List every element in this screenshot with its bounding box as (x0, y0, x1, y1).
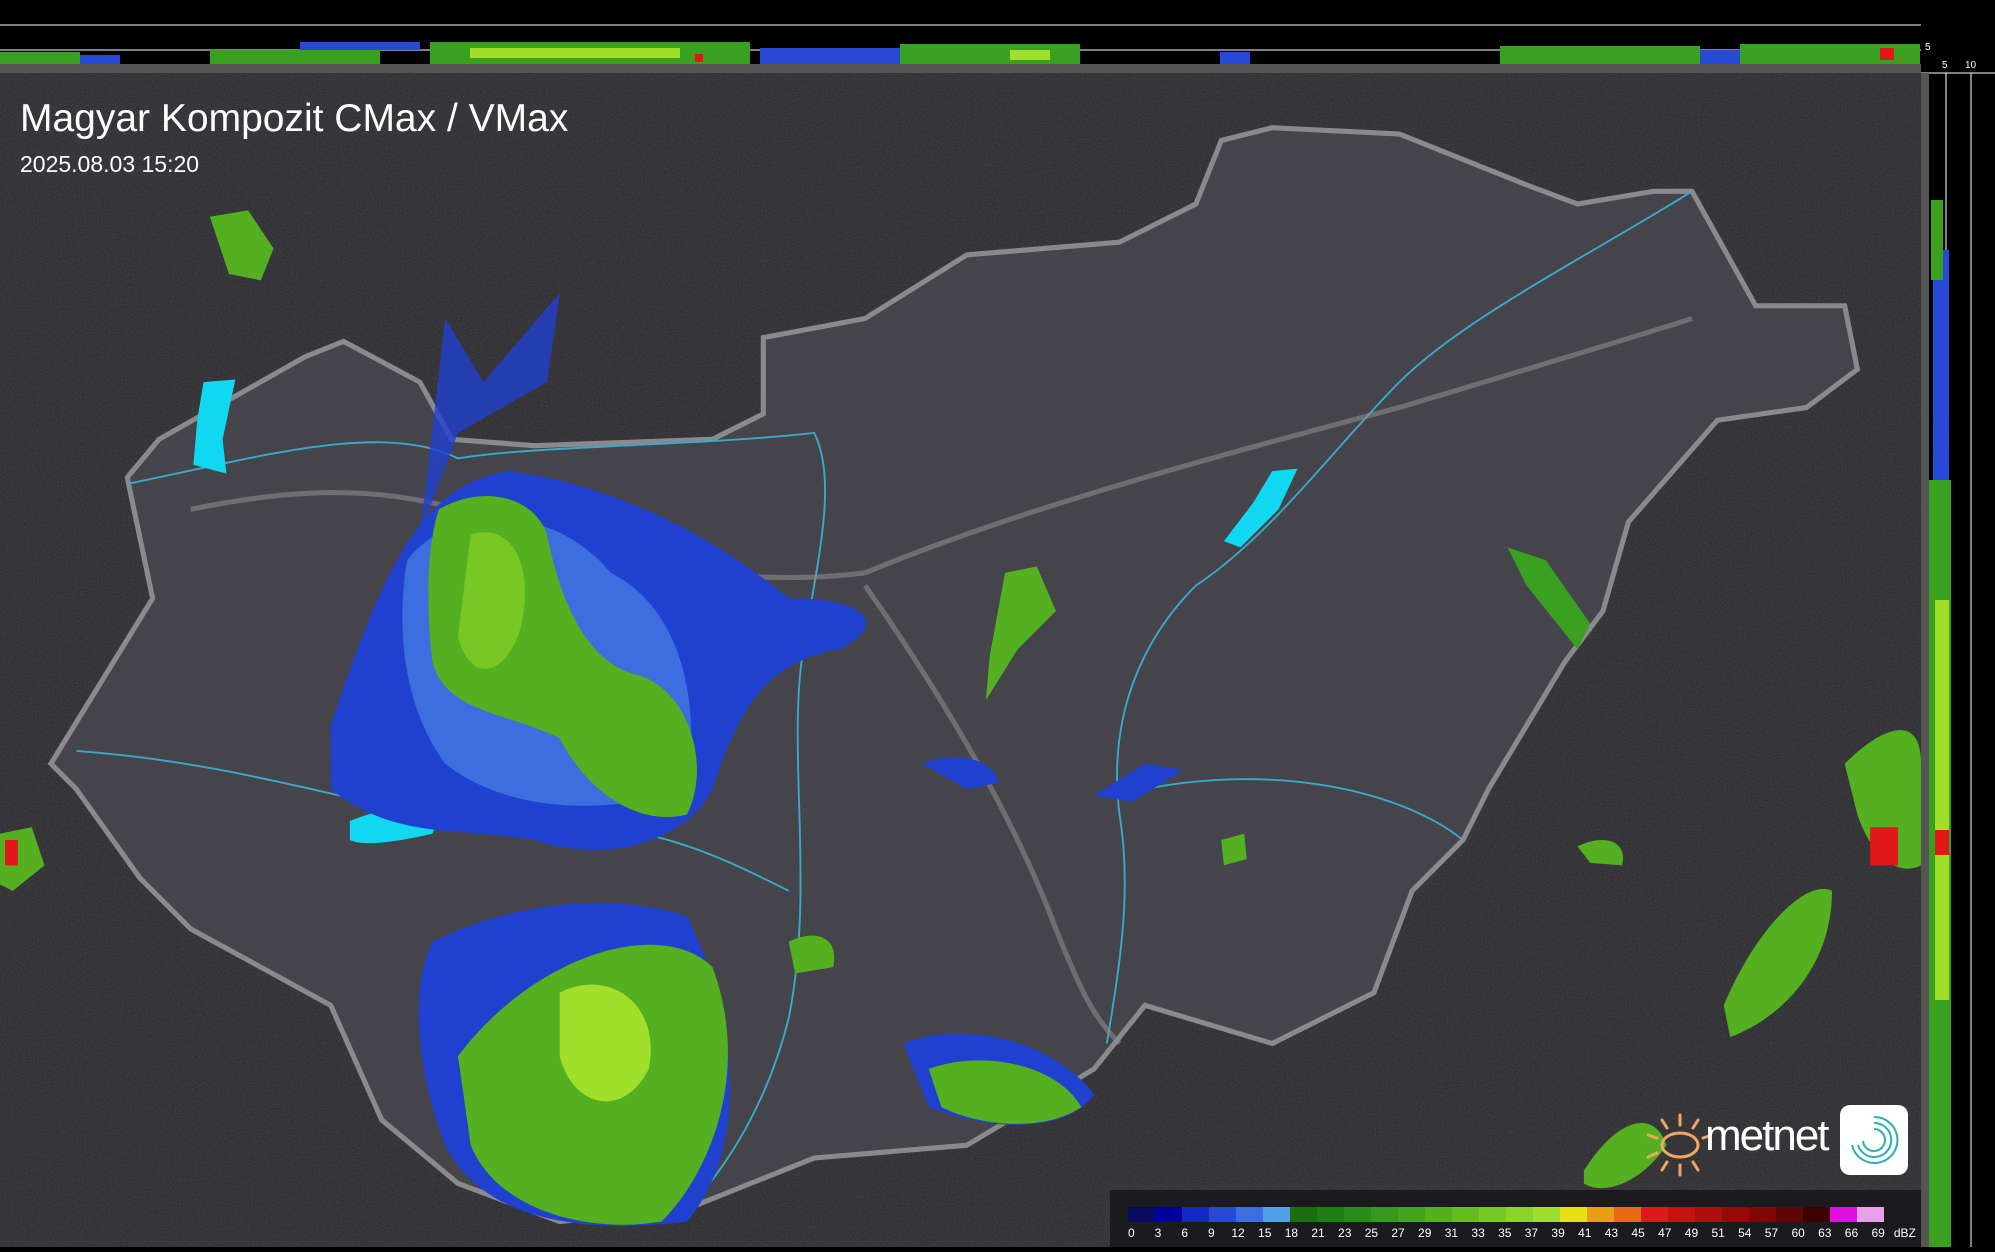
sun-icon (1646, 1113, 1714, 1177)
legend-label: 54 (1738, 1226, 1752, 1240)
legend-label: 37 (1524, 1226, 1539, 1240)
radar-echoes (0, 210, 1921, 1226)
legend-label: 41 (1578, 1226, 1592, 1240)
legend-label: 43 (1604, 1226, 1619, 1240)
legend-swatch (1668, 1207, 1695, 1222)
right-axis-label: 5 (1942, 60, 1948, 71)
legend-swatch (1614, 1207, 1641, 1222)
legend-label: 3 (1154, 1226, 1162, 1240)
legend-label: 66 (1844, 1226, 1859, 1240)
dbz-color-legend: 0 3 6 9 12 15 18 21 23 25 27 29 31 33 35 37 39 41 43 45 47 49… (1110, 1190, 1921, 1247)
legend-unit: dBZ (1893, 1226, 1916, 1240)
legend-swatch (1263, 1207, 1290, 1222)
legend-label: 23 (1338, 1226, 1352, 1240)
legend-label: 31 (1444, 1226, 1459, 1240)
radar-map[interactable] (0, 73, 1921, 1247)
right-vertical-profile: 5 5 10 (1921, 0, 1995, 1247)
legend-swatch (1290, 1207, 1317, 1222)
right-axis-label: 10 (1965, 60, 1977, 71)
legend-label: 39 (1551, 1226, 1565, 1240)
legend-swatch (1857, 1207, 1884, 1222)
top-vertical-profile: 10 (0, 0, 1936, 73)
legend-swatch (1209, 1207, 1236, 1222)
legend-label: 69 (1871, 1226, 1885, 1240)
legend-swatch (1182, 1207, 1209, 1222)
legend-swatch (1317, 1207, 1344, 1222)
legend-label: 33 (1471, 1226, 1485, 1240)
swirl-app-icon (1840, 1105, 1908, 1175)
legend-label: 29 (1418, 1226, 1432, 1240)
legend-swatch (1776, 1207, 1803, 1222)
logo-wordmark: metnet (1705, 1111, 1830, 1160)
legend-swatch (1533, 1207, 1560, 1222)
legend-label: 9 (1208, 1226, 1215, 1240)
legend-swatch (1344, 1207, 1371, 1222)
legend-swatch (1641, 1207, 1668, 1222)
map-timestamp: 2025.08.03 15:20 (20, 151, 200, 177)
legend-label: 47 (1658, 1226, 1672, 1240)
legend-swatch (1749, 1207, 1776, 1222)
legend-swatch (1155, 1207, 1182, 1222)
legend-swatch (1830, 1207, 1857, 1222)
legend-swatch (1560, 1207, 1587, 1222)
legend-swatch (1803, 1207, 1830, 1222)
legend-label: 45 (1631, 1226, 1645, 1240)
legend-swatch (1425, 1207, 1452, 1222)
rivers (76, 190, 1693, 1210)
legend-label: 27 (1391, 1226, 1405, 1240)
legend-swatch (1479, 1207, 1506, 1222)
legend-swatch (1722, 1207, 1749, 1222)
legend-label: 35 (1498, 1226, 1512, 1240)
legend-swatch (1371, 1207, 1398, 1222)
legend-swatch (1128, 1207, 1155, 1222)
legend-label: 51 (1711, 1226, 1725, 1240)
legend-label: 49 (1684, 1226, 1699, 1240)
legend-swatch (1452, 1207, 1479, 1222)
legend-swatches (1128, 1207, 1884, 1222)
legend-swatch (1695, 1207, 1722, 1222)
legend-label: 6 (1181, 1226, 1189, 1240)
legend-swatch (1236, 1207, 1263, 1222)
legend-label: 21 (1311, 1226, 1325, 1240)
lake-neusiedl (193, 379, 236, 474)
legend-label: 18 (1284, 1226, 1299, 1240)
legend-labels: 0 3 6 9 12 15 18 21 23 25 27 29 31 33 35 37 39 41 43 45 47 49… (1118, 1226, 1918, 1240)
lake-tisza (1223, 468, 1298, 548)
legend-label: 0 (1127, 1226, 1135, 1240)
legend-label: 12 (1231, 1226, 1245, 1240)
top-profile-plot (0, 24, 1921, 73)
map-title: Magyar Kompozit CMax / VMax (20, 97, 569, 140)
top-axis-label: 5 (1925, 42, 1931, 53)
legend-swatch (1398, 1207, 1425, 1222)
legend-label: 60 (1791, 1226, 1805, 1240)
legend-label: 25 (1364, 1226, 1379, 1240)
legend-swatch (1506, 1207, 1533, 1222)
legend-label: 63 (1818, 1226, 1832, 1240)
legend-swatch (1587, 1207, 1614, 1222)
legend-label: 15 (1258, 1226, 1272, 1240)
right-profile-plot (1921, 72, 1995, 1247)
legend-label: 57 (1764, 1226, 1779, 1240)
metnet-logo: metnet (1640, 1105, 1910, 1180)
